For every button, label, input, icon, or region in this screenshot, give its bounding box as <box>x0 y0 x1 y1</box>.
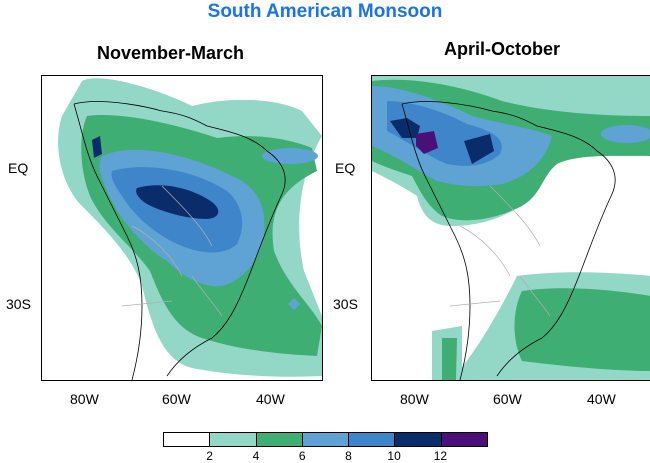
y-tick-eq-right: EQ <box>335 160 356 176</box>
legend-swatch <box>301 432 350 447</box>
legend-swatch <box>440 432 488 447</box>
contour-level-6-8 <box>288 298 300 310</box>
legend-swatch <box>348 432 396 447</box>
contour-level-10-12 <box>464 134 494 164</box>
coastline <box>73 101 286 380</box>
contour-level-10-12 <box>136 185 219 219</box>
x-tick-80w-left: 80W <box>70 391 99 407</box>
legend-label: 12 <box>433 449 448 463</box>
legend-label: 4 <box>252 449 260 463</box>
y-tick-30s-right: 30S <box>333 296 358 312</box>
contour-level-4-6 <box>442 338 457 380</box>
legend-swatch <box>163 432 211 447</box>
map-apr-oct-canvas <box>372 76 650 380</box>
y-tick-eq-left: EQ <box>8 160 29 176</box>
contour-level-10-12 <box>390 118 420 138</box>
contour-level-6-8 <box>601 125 650 143</box>
legend-swatch <box>255 432 303 447</box>
panel-title-nov-mar: November-March <box>97 43 245 63</box>
contour-level-12-plus <box>416 131 438 154</box>
map-apr-oct <box>371 75 650 381</box>
legend-label: 10 <box>387 449 401 463</box>
legend-swatch <box>394 432 442 447</box>
contour-level-10-12 <box>92 136 102 158</box>
x-tick-60w-right: 60W <box>493 391 522 407</box>
contour-level-6-8 <box>262 148 318 164</box>
legend-label: 6 <box>298 449 306 463</box>
y-tick-30s-left: 30S <box>6 296 31 312</box>
legend-label: 8 <box>345 449 352 463</box>
country-borders <box>449 185 551 317</box>
x-tick-60w-left: 60W <box>162 391 191 407</box>
contour-level-4-6 <box>514 288 650 371</box>
x-tick-40w-right: 40W <box>587 391 616 407</box>
x-tick-40w-left: 40W <box>256 391 285 407</box>
figure-title: South American Monsoon <box>207 1 443 22</box>
x-tick-80w-right: 80W <box>400 391 429 407</box>
country-borders <box>121 185 223 317</box>
legend-swatch <box>209 432 257 447</box>
map-nov-mar-canvas <box>58 78 322 380</box>
legend-label: 2 <box>206 449 213 463</box>
coastline <box>401 101 616 380</box>
color-legend-bar <box>163 432 488 447</box>
panel-title-apr-oct: April-October <box>444 39 561 59</box>
map-nov-mar <box>41 75 323 381</box>
